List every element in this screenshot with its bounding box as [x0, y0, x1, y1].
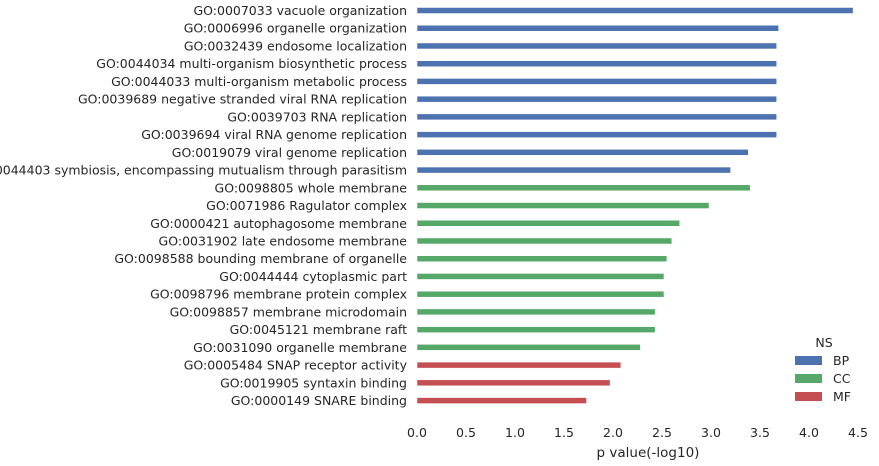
bar-cc [416, 220, 680, 227]
y-tick-label: GO:0098805 whole membrane [215, 180, 408, 195]
y-tick-label: GO:0098588 bounding membrane of organell… [114, 251, 407, 266]
legend-label-cc: CC [833, 371, 851, 386]
bar-bp [416, 7, 854, 14]
y-tick-label: GO:0044444 cytoplasmic part [219, 269, 407, 284]
bar-cc [416, 290, 665, 298]
y-tick-label: GO:0045121 membrane raft [230, 322, 408, 337]
bar-bp [416, 131, 777, 138]
x-tick-labels: 0.0 0.5 1.0 1.5 2.0 2.5 3.0 3.5 4.0 4.5 [407, 425, 868, 440]
y-tick-label: GO:0039694 viral RNA genome replication [141, 127, 407, 142]
x-tick-label: 2.0 [603, 425, 623, 440]
bar-bp [416, 149, 749, 156]
x-tick-label: 4.5 [848, 425, 868, 440]
y-tick-label: GO:0032439 endosome localization [184, 38, 407, 53]
y-tick-label: GO:0006996 organelle organization [184, 21, 407, 36]
x-tick-label: 3.5 [750, 425, 770, 440]
legend: NS BP CC MF [795, 335, 851, 404]
bar-mf [416, 397, 587, 404]
bar-cc [416, 202, 710, 209]
y-tick-label: GO:0000149 SNARE binding [231, 393, 407, 408]
y-tick-labels: GO:0007033 vacuole organization GO:000699… [0, 3, 408, 408]
bar-bp [416, 95, 777, 103]
x-tick-label: 1.0 [505, 425, 525, 440]
y-tick-label: GO:0005484 SNAP receptor activity [184, 358, 408, 373]
x-tick-label: 2.5 [652, 425, 672, 440]
legend-items: BP CC MF [795, 353, 851, 404]
bar-cc [416, 184, 751, 192]
bar-cc [416, 326, 656, 333]
y-tick-label: GO:0007033 vacuole organization [193, 3, 407, 18]
y-tick-label: GO:0044034 multi-organism biosynthetic p… [96, 56, 407, 71]
y-tick-label: GO:0098796 membrane protein complex [150, 287, 407, 302]
y-tick-label: GO:0044403 symbiosis, encompassing mutua… [0, 163, 407, 178]
y-tick-label: GO:0039703 RNA replication [227, 109, 407, 124]
bar-bp [416, 113, 777, 121]
y-tick-label: GO:0071986 Ragulator complex [206, 198, 407, 213]
bar-cc [416, 237, 673, 245]
x-axis-label: p value(-log10) [597, 445, 700, 461]
legend-swatch-cc [795, 374, 822, 383]
legend-label-mf: MF [833, 389, 851, 404]
bar-cc [416, 344, 641, 351]
x-tick-label: 0.5 [456, 425, 476, 440]
bar-mf [416, 379, 611, 387]
bars-layer [416, 7, 854, 404]
legend-swatch-bp [795, 356, 822, 365]
bar-bp [416, 166, 731, 174]
y-tick-label: GO:0039689 negative stranded viral RNA r… [78, 92, 407, 107]
y-tick-label: GO:0044033 multi-organism metabolic proc… [111, 74, 407, 89]
y-tick-label: GO:0019905 syntaxin binding [220, 375, 407, 390]
legend-swatch-mf [795, 392, 822, 401]
x-tick-label: 3.0 [701, 425, 721, 440]
bar-bp [416, 78, 777, 85]
y-tick-label: GO:0000421 autophagosome membrane [150, 216, 407, 231]
legend-title: NS [815, 335, 832, 350]
y-tick-label: GO:0098857 membrane microdomain [170, 304, 407, 319]
y-tick-label: GO:0031090 organelle membrane [193, 340, 407, 355]
y-tick-label: GO:0019079 viral genome replication [172, 145, 407, 160]
bar-bp [416, 42, 777, 50]
x-tick-label: 0.0 [407, 425, 427, 440]
bar-bp [416, 60, 777, 67]
x-tick-label: 1.5 [554, 425, 574, 440]
legend-label-bp: BP [833, 353, 850, 368]
bar-cc [416, 273, 665, 280]
bar-bp [416, 24, 779, 32]
bar-cc [416, 308, 656, 316]
bar-cc [416, 255, 668, 262]
y-tick-label: GO:0031902 late endosome membrane [159, 233, 408, 248]
x-tick-label: 4.0 [799, 425, 819, 440]
bar-mf [416, 361, 622, 369]
